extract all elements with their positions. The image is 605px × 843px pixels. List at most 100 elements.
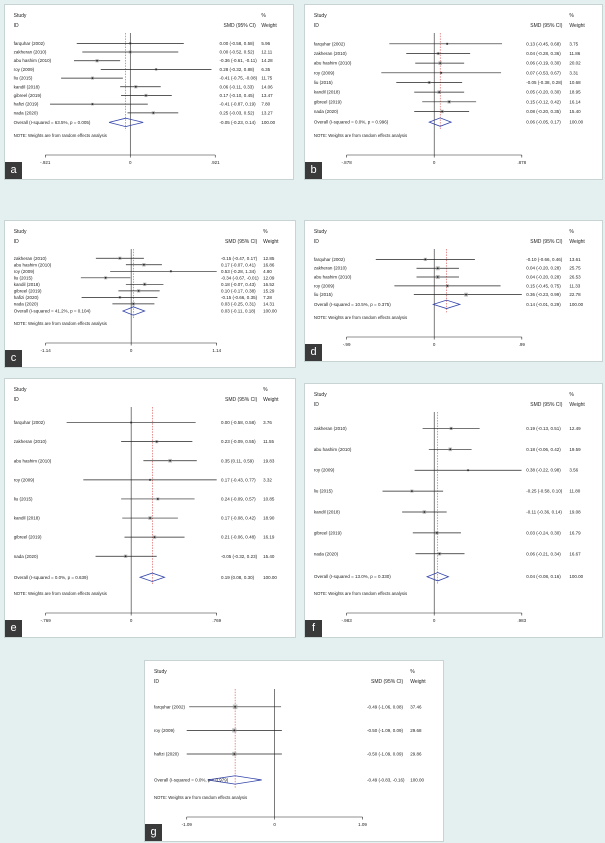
study-point [438, 91, 441, 94]
study-weight: 18.90 [263, 516, 275, 521]
panel-e: Study ID SMD (95% CI)% Weight farquhar (2002… [4, 378, 296, 638]
study-label: farquhar (2002) [14, 41, 46, 46]
study-point [104, 276, 107, 279]
x-tick-label: -.983 [341, 618, 352, 623]
x-tick-label: .769 [212, 618, 221, 623]
x-tick-label: 0 [130, 348, 133, 353]
header-id: ID [314, 239, 319, 245]
study-point [170, 270, 172, 273]
study-ci-text: 0.15 (-0.45, 0.75) [526, 283, 561, 288]
header-effect: SMD (95% CI) [530, 23, 563, 29]
x-tick-label: -1.14 [40, 348, 51, 353]
overall-ci-text: 0.04 (-0.08, 0.16) [526, 574, 561, 579]
header-weight: Weight [263, 239, 279, 245]
study-point [156, 498, 159, 500]
study-label: gibreel (2019) [14, 535, 42, 540]
study-ci-text: -0.41 (-0.75, -0.08) [220, 76, 258, 81]
study-label: liu (2015) [314, 292, 333, 297]
study-ci-text: -0.10 (-0.66, 0.46) [526, 257, 563, 262]
study-ci-text: -0.15 (-0.47, 0.17) [221, 256, 258, 261]
study-ci-text: 0.17 (-0.07, 0.41) [221, 262, 256, 267]
study-label: roy (2009) [314, 283, 335, 288]
study-label: liu (2015) [314, 80, 333, 85]
study-point [137, 289, 140, 292]
x-tick-label: -1.09 [182, 822, 193, 827]
header-percent: % [263, 229, 268, 235]
study-ci-text: -0.50 (-1.09, 0.09) [367, 728, 404, 733]
overall-label: Overall (I-squared = 13.0%, p = 0.330) [314, 574, 391, 579]
header-weight: Weight [263, 397, 279, 403]
forest-plot-d: Study ID SMD (95% CI)% Weight farquhar (2002… [314, 229, 586, 347]
header-study: Study [314, 13, 327, 19]
study-point [435, 531, 438, 534]
study-label: zakheran (2010) [14, 256, 47, 261]
header-effect: SMD (95% CI) [371, 679, 404, 685]
overall-label: Overall (I-squared = 0.0%, p = 0.996) [314, 120, 389, 125]
overall-ci-text: 0.03 (-0.11, 0.18) [221, 309, 256, 314]
header-id: ID [14, 239, 19, 245]
forest-plot-a: Study ID SMD (95% CI)% Weight farquhar (2002… [14, 13, 278, 165]
study-ci-text: 0.03 (-0.25, 0.31) [221, 301, 256, 306]
study-weight: 11.55 [263, 439, 274, 444]
overall-diamond [425, 572, 450, 582]
study-label: nada (2020) [14, 301, 39, 306]
forest-plot-f: Study ID SMD (95% CI)% Weight zakheran (2010… [314, 392, 586, 623]
x-tick-label: -.921 [40, 160, 51, 165]
x-tick-label: -.99 [343, 342, 351, 347]
study-weight: 25.75 [569, 266, 581, 271]
x-tick-label: 0 [433, 342, 436, 347]
study-ci-text: 0.00 (-0.58, 0.58) [220, 41, 255, 46]
header-effect: SMD (95% CI) [225, 239, 258, 245]
header-id: ID [154, 679, 159, 685]
x-tick-label: 0 [273, 822, 276, 827]
study-weight: 3.56 [569, 468, 578, 473]
panel-label-c: c [5, 350, 22, 367]
study-weight: 16.67 [569, 551, 581, 556]
overall-diamond [428, 117, 453, 127]
study-ci-text: 0.13 (-0.45, 0.68) [526, 41, 561, 46]
study-label: roy (2009) [154, 728, 175, 733]
study-ci-text: -0.49 (-1.06, 0.08) [367, 704, 404, 709]
x-tick-label: 1.09 [358, 822, 367, 827]
study-label: liu (2015) [14, 496, 33, 501]
overall-diamond [207, 775, 262, 785]
study-weight: 14.28 [261, 58, 273, 63]
header-study: Study [154, 669, 167, 675]
study-label: farquhar (2002) [314, 257, 346, 262]
study-label: zakheran (2010) [14, 50, 47, 55]
forest-plot-e: Study ID SMD (95% CI)% Weight farquhar (2002… [14, 387, 279, 623]
study-label: hafizi (2020) [14, 295, 39, 300]
study-ci-text: 0.21 (-0.06, 0.48) [221, 535, 256, 540]
study-ci-text: 0.53 (-0.28, 1.34) [221, 269, 256, 274]
study-weight: 29.86 [410, 751, 422, 756]
study-label: roy (2009) [14, 269, 35, 274]
study-point [149, 517, 151, 519]
study-label: abu hashim (2010) [314, 61, 352, 66]
study-weight: 11.80 [569, 489, 580, 494]
study-point [446, 284, 449, 287]
overall-weight: 100.00 [263, 309, 277, 314]
study-point [96, 59, 98, 62]
overall-diamond [431, 299, 462, 309]
study-weight: 10.85 [263, 496, 275, 501]
study-label: abu hashim (2010) [14, 262, 52, 267]
study-weight: 7.80 [261, 102, 270, 107]
x-tick-label: 0 [130, 618, 133, 623]
study-weight: 3.32 [263, 477, 272, 482]
study-point [450, 427, 453, 430]
x-tick-label: 1.14 [212, 348, 221, 353]
header-percent: % [569, 13, 574, 19]
study-ci-text: 0.00 (-0.52, 0.52) [220, 50, 255, 55]
study-point [118, 296, 121, 299]
study-weight: 16.79 [569, 530, 581, 535]
study-label: zakheran (2010) [314, 426, 347, 431]
study-label: abu hashim (2010) [314, 447, 352, 452]
study-label: farquhar (2002) [154, 704, 186, 709]
study-point [448, 100, 451, 103]
study-label: kandil (2018) [314, 90, 341, 95]
study-label: roy (2009) [14, 477, 35, 482]
weights-note: NOTE: Weights are from random effects an… [314, 133, 407, 138]
study-ci-text: 0.19 (-0.13, 0.51) [526, 426, 561, 431]
study-point [130, 421, 133, 424]
header-id: ID [314, 402, 319, 408]
